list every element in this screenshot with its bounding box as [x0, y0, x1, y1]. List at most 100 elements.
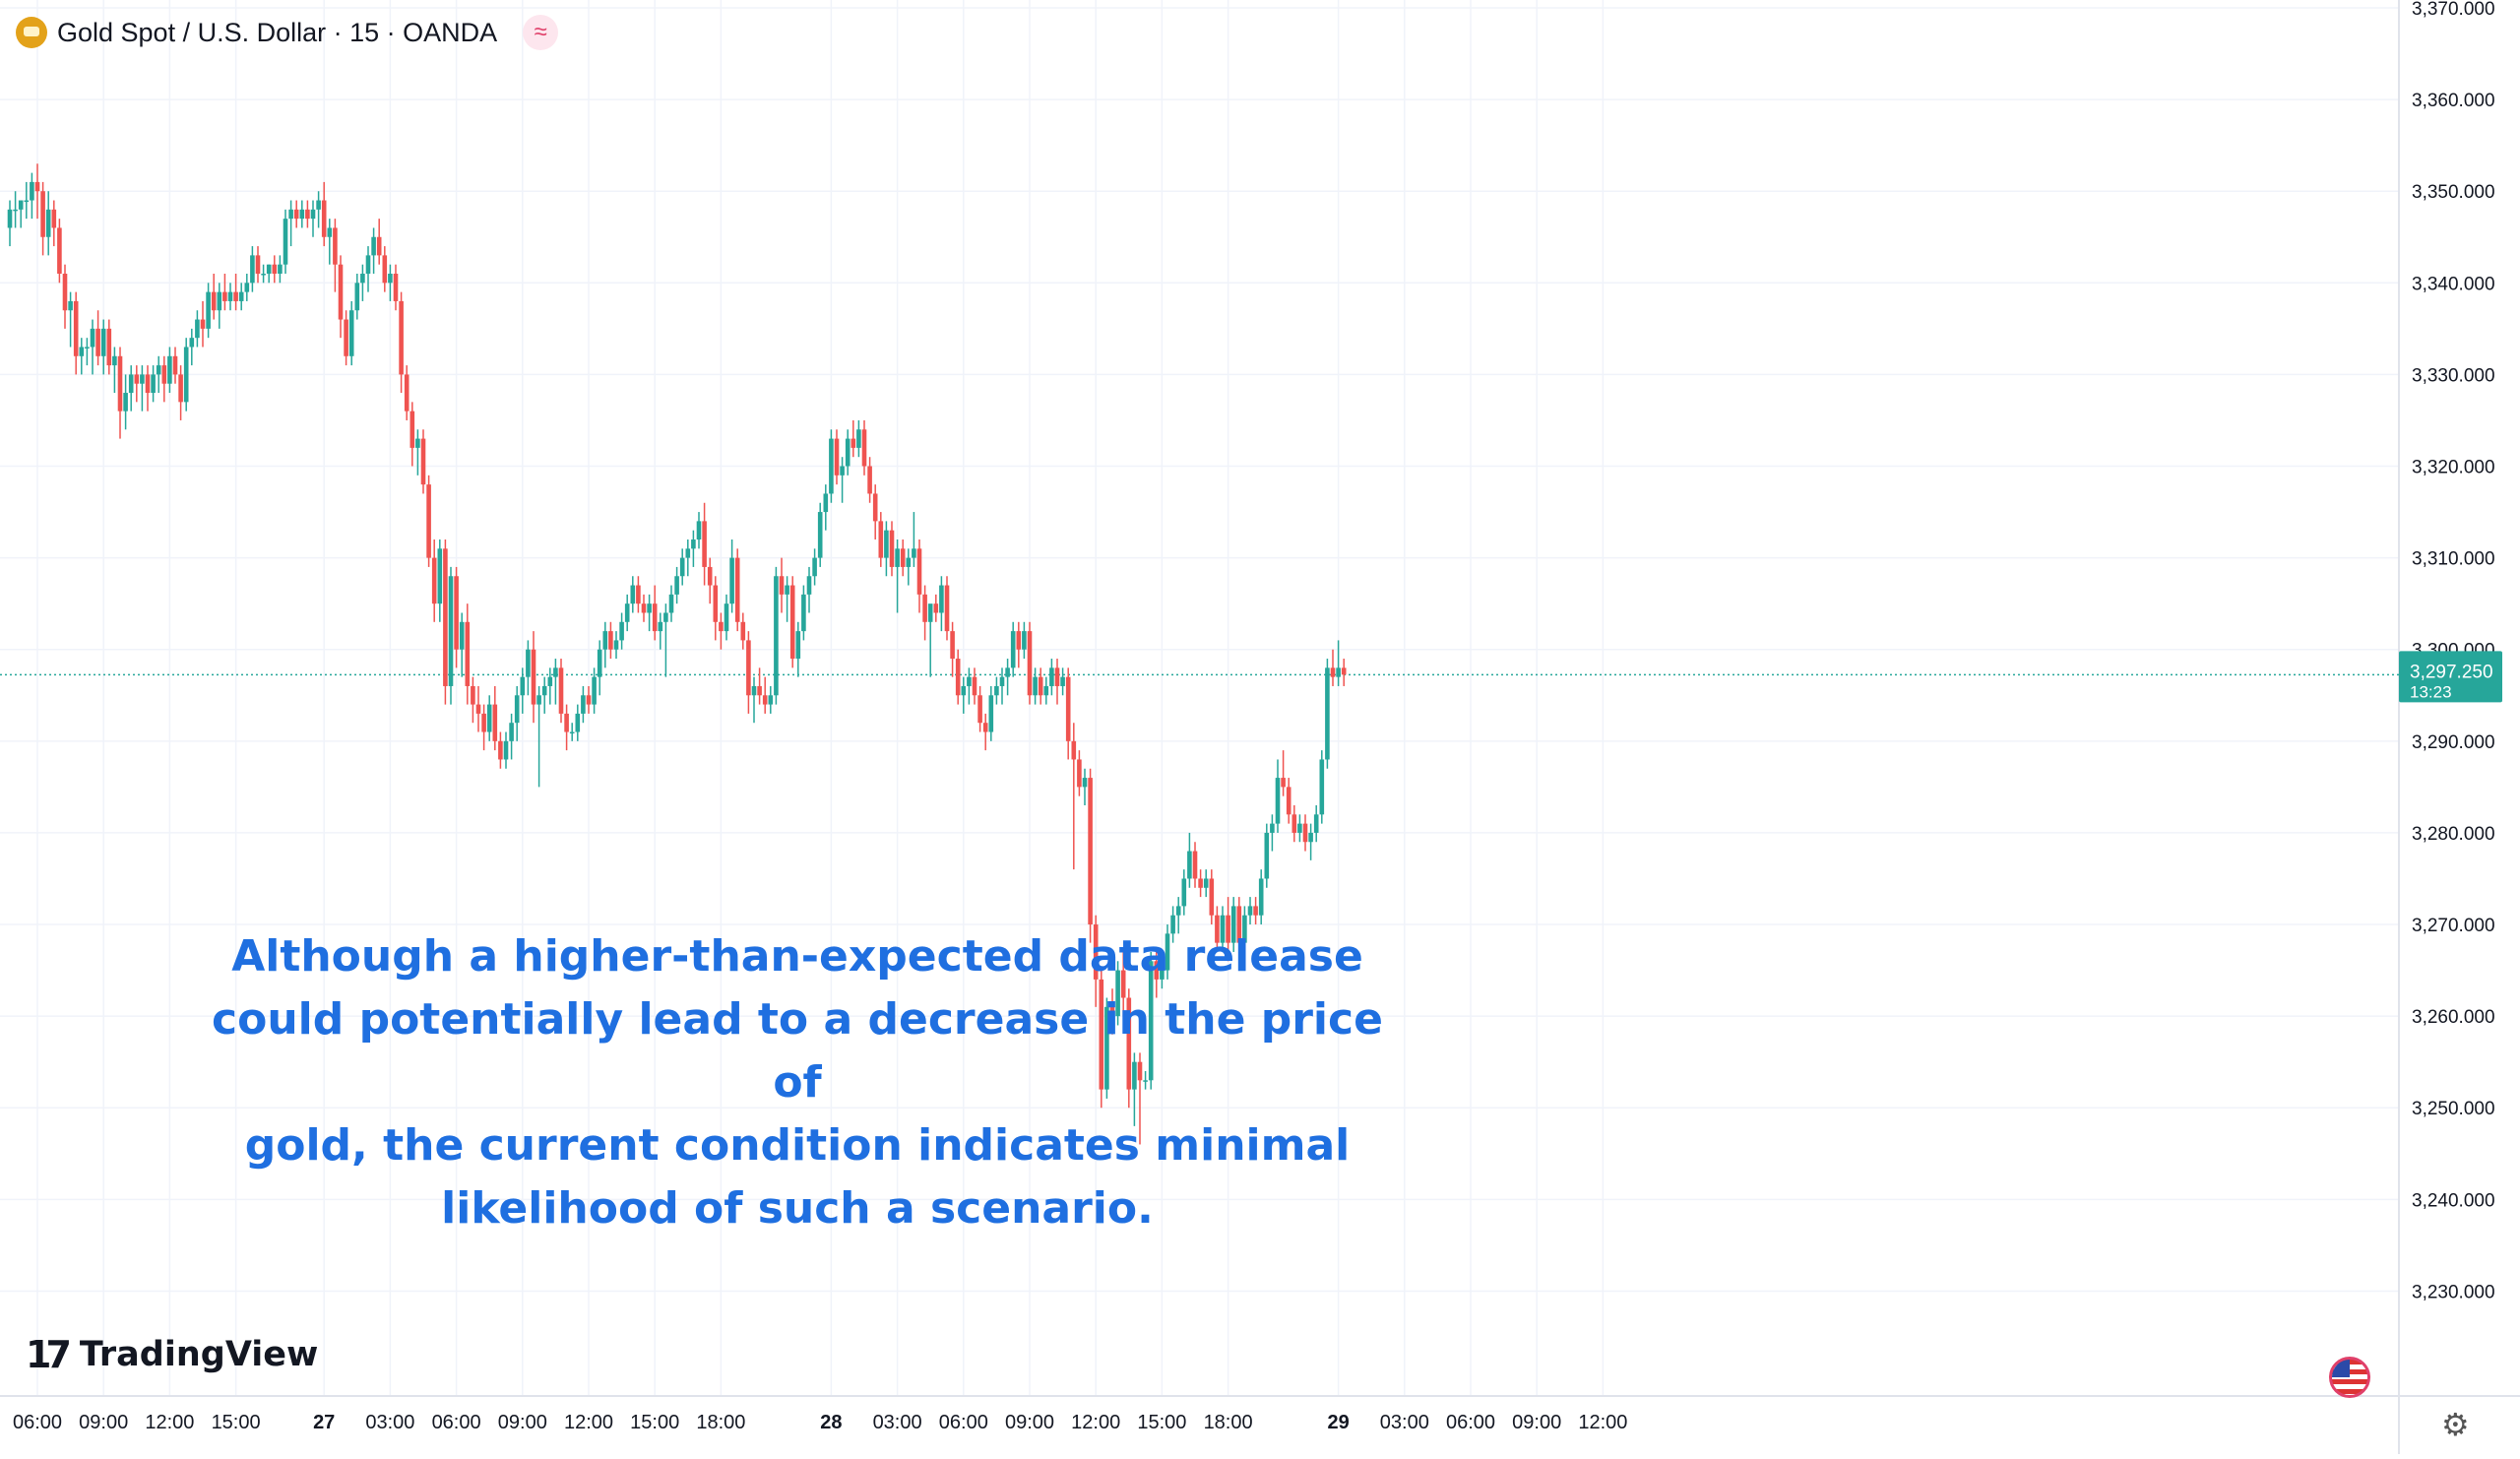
candle — [1043, 685, 1049, 696]
candle — [1253, 906, 1258, 916]
candle — [305, 209, 310, 220]
candle — [823, 493, 829, 513]
candle — [426, 484, 431, 558]
candle — [1336, 667, 1341, 677]
candle — [795, 631, 801, 660]
candle — [679, 557, 685, 577]
gold-coin-icon — [16, 17, 47, 48]
candle — [420, 438, 426, 485]
candle — [1016, 631, 1022, 650]
candle — [884, 530, 889, 558]
candle — [1192, 851, 1198, 879]
candle — [227, 291, 233, 301]
symbol-title[interactable]: Gold Spot / U.S. Dollar · 15 · OANDA — [57, 17, 498, 47]
candle — [668, 594, 674, 613]
candle — [100, 328, 106, 356]
current-price-label: 3,297.250 — [2410, 662, 2493, 682]
candle — [217, 291, 222, 311]
candle — [360, 274, 365, 284]
candle — [1132, 1061, 1137, 1090]
candle — [431, 557, 437, 604]
candle — [724, 603, 729, 632]
candle — [1308, 832, 1313, 843]
candle — [1099, 979, 1104, 1090]
candle — [51, 209, 57, 228]
candle — [912, 548, 916, 558]
candle — [630, 585, 636, 604]
candle — [1209, 878, 1215, 916]
candle — [1220, 915, 1226, 943]
candle — [906, 557, 912, 567]
candle — [382, 255, 388, 284]
candle — [1275, 778, 1281, 824]
candle — [172, 355, 178, 375]
candle — [774, 576, 779, 696]
y-tick-label: 3,270.000 — [2412, 916, 2495, 936]
candle — [321, 200, 327, 237]
candle — [922, 594, 927, 622]
candle — [592, 676, 597, 705]
y-tick-label: 3,310.000 — [2412, 549, 2495, 570]
x-tick-label: 15:00 — [212, 1412, 261, 1433]
candle — [950, 631, 955, 660]
candle — [486, 704, 492, 732]
candle — [1115, 970, 1120, 1017]
x-tick-label: 12:00 — [1578, 1412, 1627, 1433]
candle — [547, 676, 553, 686]
y-tick-label: 3,340.000 — [2412, 274, 2495, 294]
candle — [57, 227, 62, 274]
candle — [1175, 906, 1181, 916]
symbol-header[interactable]: Gold Spot / U.S. Dollar · 15 · OANDA ≈ — [16, 12, 559, 53]
candle — [272, 264, 278, 274]
settings-icon[interactable]: ⚙ — [2441, 1407, 2470, 1442]
candle — [729, 557, 734, 604]
x-tick-label: 15:00 — [630, 1412, 679, 1433]
x-tick-label: 03:00 — [365, 1412, 414, 1433]
y-tick-label: 3,240.000 — [2412, 1190, 2495, 1211]
annotation-line: could potentially lead to a decrease in … — [212, 994, 1383, 1108]
annotation-line: likelihood of such a scenario. — [441, 1183, 1154, 1234]
candle — [977, 695, 982, 724]
candle — [415, 438, 420, 448]
candle — [393, 274, 399, 301]
candle — [581, 695, 586, 714]
candle — [867, 466, 872, 494]
candle — [1242, 915, 1247, 943]
y-tick-label: 3,350.000 — [2412, 182, 2495, 203]
candle — [161, 365, 167, 384]
candle — [140, 374, 145, 384]
candle — [1165, 933, 1170, 971]
candle — [371, 236, 376, 256]
x-tick-label: 03:00 — [1380, 1412, 1429, 1433]
candle — [575, 713, 581, 732]
candle — [222, 291, 227, 301]
candle — [564, 713, 569, 732]
candle — [503, 740, 509, 760]
us-flag-icon[interactable] — [2329, 1357, 2370, 1398]
candle — [1060, 676, 1065, 686]
candle — [751, 685, 757, 696]
candle — [586, 695, 592, 705]
candle — [1038, 676, 1043, 696]
candle — [195, 319, 200, 339]
candle — [1297, 823, 1302, 833]
candle — [1198, 878, 1203, 888]
x-tick-label: 12:00 — [1071, 1412, 1120, 1433]
x-tick-label: 18:00 — [696, 1412, 745, 1433]
wave-icon[interactable]: ≈ — [523, 15, 559, 50]
candle — [151, 374, 156, 394]
candle — [994, 685, 999, 696]
candle — [448, 576, 454, 686]
annotation-text: Although a higher-than-expected data rel… — [197, 925, 1398, 1240]
candle — [338, 264, 344, 320]
candle — [1270, 823, 1275, 833]
tradingview-logo[interactable]: 17 TradingView — [26, 1333, 318, 1376]
candle — [211, 291, 217, 311]
candle — [288, 209, 293, 220]
candle — [1247, 906, 1253, 916]
candle — [785, 585, 789, 595]
candle — [509, 723, 514, 741]
x-tick-label: 09:00 — [79, 1412, 128, 1433]
